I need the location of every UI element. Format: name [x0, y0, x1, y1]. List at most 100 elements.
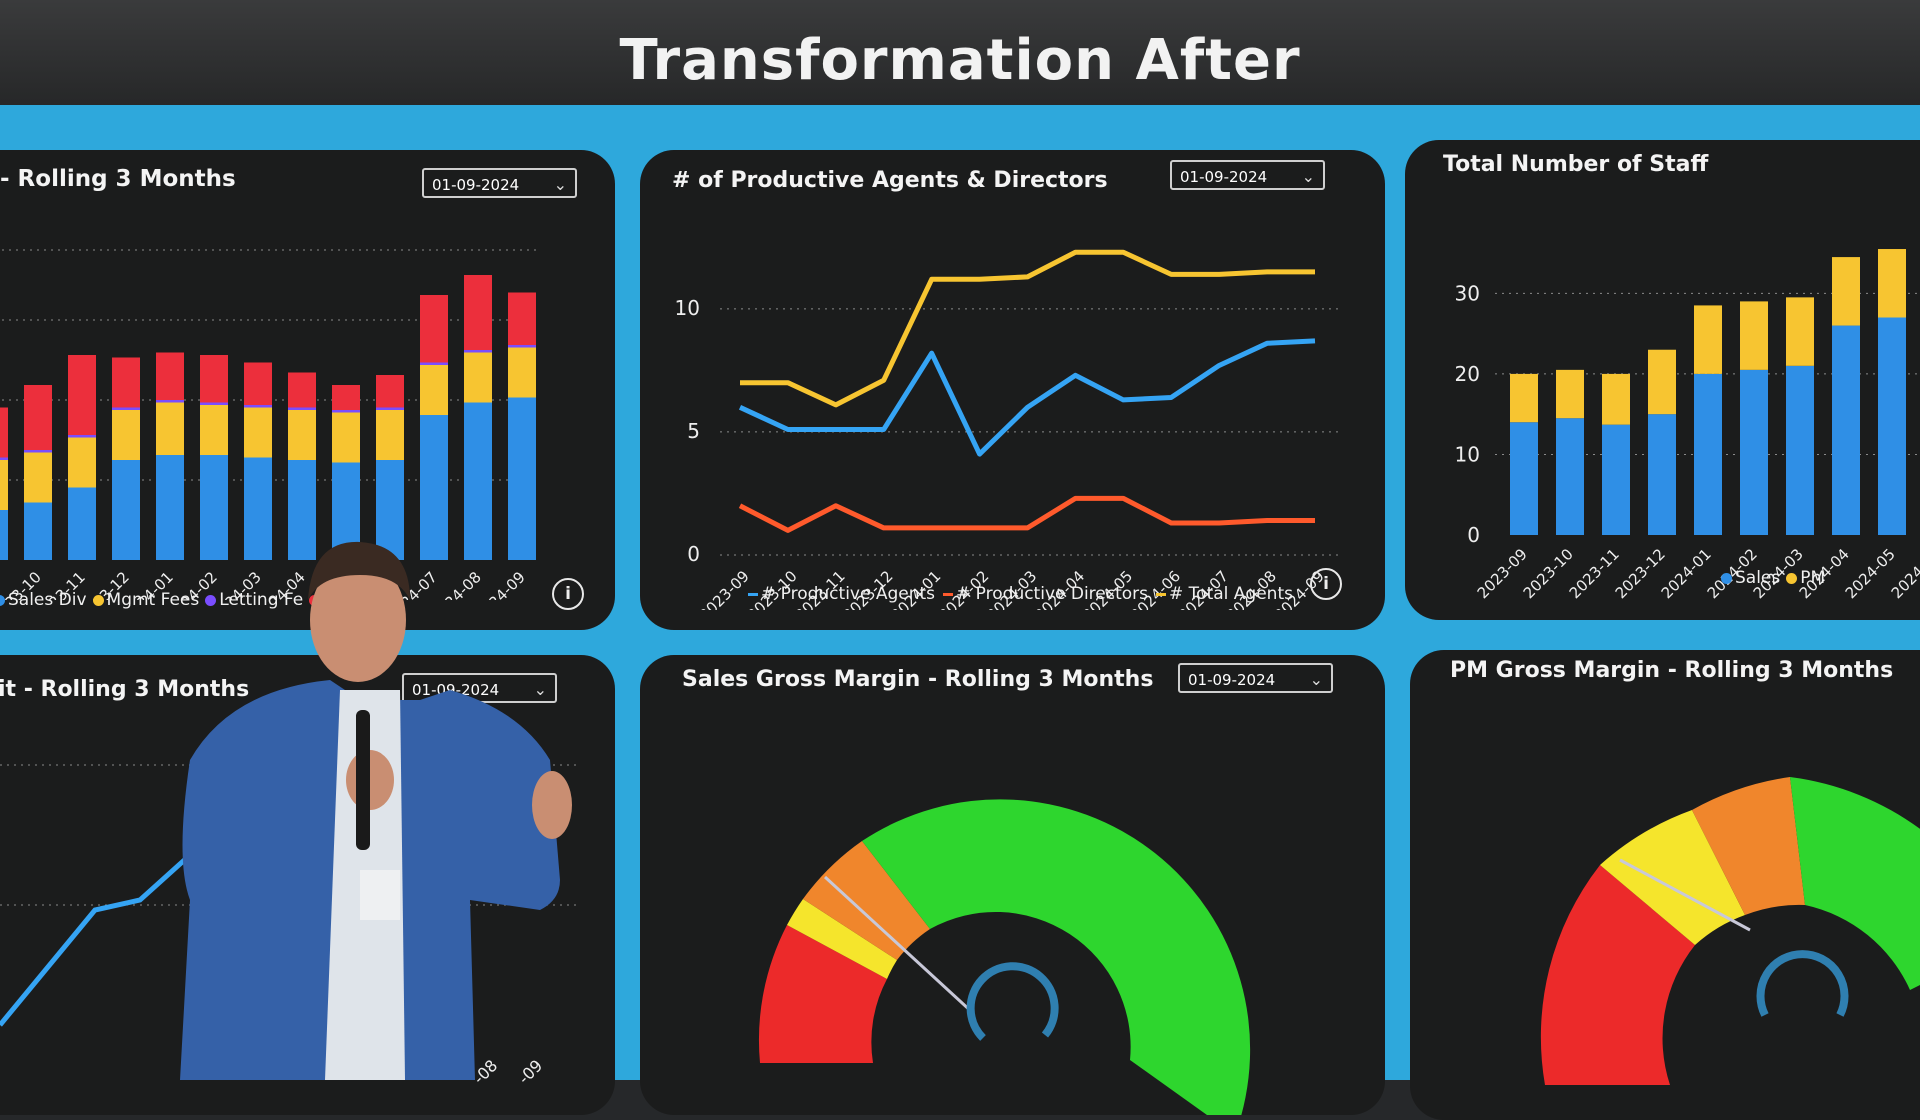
bar-segment	[68, 435, 96, 438]
info-icon[interactable]: i	[1310, 568, 1342, 600]
gauge-yellow-band	[787, 899, 897, 979]
series-line	[738, 338, 1316, 457]
bar-segment	[68, 487, 96, 560]
profit-panel: it - Rolling 3 Months 01-09-2024 ⌄ -08 -0…	[0, 655, 615, 1115]
bar-segment	[156, 402, 184, 455]
bar-segment	[508, 397, 536, 560]
bar-segment	[1510, 422, 1538, 535]
legend-marker	[309, 594, 321, 606]
bar-segment	[464, 352, 492, 403]
y-tick-label: 5	[687, 419, 700, 443]
bar-segment	[288, 407, 316, 410]
bar-segment	[68, 355, 96, 435]
slide-title: Transformation After	[619, 28, 1301, 93]
legend-label: Sales	[1735, 568, 1781, 588]
staff-bar-chart: 01020302023-092023-102023-112023-122024-…	[1455, 249, 1920, 600]
chart-legend: Sales Div Mgmt Fees Letting Fe Directors	[0, 590, 400, 610]
bar-segment	[332, 412, 360, 463]
gauge-green-band	[1790, 777, 1920, 990]
staff-panel: Total Number of Staff 0 10 20 30 2023-09 2023…	[1405, 140, 1920, 620]
bar-segment	[244, 457, 272, 560]
chevron-down-icon: ⌄	[553, 175, 567, 194]
bar-segment	[1786, 297, 1814, 366]
bar-segment	[112, 407, 140, 410]
dropdown-value: 01-09-2024	[432, 176, 520, 194]
legend-marker	[1156, 592, 1167, 596]
bar-segment	[24, 385, 52, 450]
bar-segment	[1556, 369, 1584, 419]
legend-label: Letting Fe	[219, 590, 304, 610]
gauge-center-ring	[1756, 950, 1849, 1017]
bar-segment	[332, 385, 360, 410]
bar-segment	[420, 415, 448, 560]
bar-segment	[376, 410, 404, 460]
y-tick-label: 10	[1455, 442, 1480, 466]
bar-segment	[244, 405, 272, 408]
legend-marker	[1786, 572, 1798, 584]
chart-legend: Sales PM	[1715, 568, 1825, 588]
bar-segment	[112, 460, 140, 560]
bar-segment	[112, 357, 140, 408]
legend-marker	[1721, 572, 1732, 584]
date-dropdown[interactable]: 01-09-2024 ⌄	[1178, 663, 1333, 693]
revenue-panel: - Rolling 3 Months 01-09-2024 ⌄ 2023-0920…	[0, 150, 615, 630]
bar-segment	[1878, 317, 1906, 535]
gauge-needle	[1619, 858, 1751, 932]
legend-label: Mgmt Fees	[106, 590, 200, 610]
panel-title: Total Number of Staff	[1443, 152, 1709, 177]
bar-segment	[1556, 418, 1584, 535]
bar-segment	[1648, 349, 1676, 415]
gauge-orange-band	[1692, 777, 1805, 915]
bar-segment	[464, 350, 492, 353]
bar-segment	[288, 410, 316, 460]
chart-legend: # Productive Agents # Productive Director…	[740, 584, 1293, 604]
bar-segment	[200, 455, 228, 560]
series-line	[738, 495, 1315, 533]
bar-segment	[0, 407, 8, 458]
profit-line-chart: -08 -09	[0, 757, 580, 1088]
date-dropdown[interactable]: 01-09-2024 ⌄	[1170, 160, 1325, 190]
bar-segment	[420, 362, 448, 365]
panel-title: - Rolling 3 Months	[0, 166, 236, 192]
legend-marker	[92, 594, 104, 606]
bar-segment	[1602, 373, 1630, 425]
bar-segment	[1740, 301, 1768, 370]
bar-segment	[24, 450, 52, 453]
bar-segment	[0, 457, 8, 460]
bar-segment	[1510, 373, 1538, 423]
gauge-chart	[1540, 777, 1920, 1085]
bar-segment	[156, 400, 184, 403]
legend-marker	[748, 592, 758, 596]
bar-segment	[200, 355, 228, 403]
y-tick-label: 0	[1467, 523, 1480, 547]
bar-segment	[332, 462, 360, 560]
y-tick-label: 10	[675, 296, 700, 320]
bar-segment	[0, 510, 8, 560]
bar-segment	[200, 405, 228, 455]
legend-label: Sales Div	[8, 590, 87, 610]
gauge-chart	[758, 799, 1251, 1115]
bar-segment	[508, 345, 536, 348]
bar-segment	[288, 372, 316, 408]
bar-segment	[24, 502, 52, 560]
dropdown-value: 01-09-2024	[1188, 671, 1276, 689]
series-line	[740, 249, 1315, 408]
bar-segment	[112, 410, 140, 460]
gauge-orange-band	[803, 841, 930, 960]
agents-panel: # of Productive Agents & Directors 01-09…	[640, 150, 1385, 630]
y-tick-label: 0	[687, 542, 700, 566]
date-dropdown[interactable]: 01-09-2024 ⌄	[422, 168, 577, 198]
bar-segment	[464, 275, 492, 350]
info-icon[interactable]: i	[552, 578, 584, 610]
bar-segment	[200, 402, 228, 405]
panel-title: # of Productive Agents & Directors	[672, 168, 1108, 193]
bar-segment	[508, 347, 536, 398]
legend-label: # Productive Agents	[761, 584, 936, 604]
tick-label: -09	[514, 1056, 546, 1088]
chevron-down-icon: ⌄	[1301, 167, 1315, 186]
bar-segment	[156, 352, 184, 400]
panel-title: PM Gross Margin - Rolling 3 Months	[1450, 658, 1894, 683]
bar-segment	[376, 375, 404, 408]
bar-segment	[376, 460, 404, 560]
bar-segment	[156, 455, 184, 560]
